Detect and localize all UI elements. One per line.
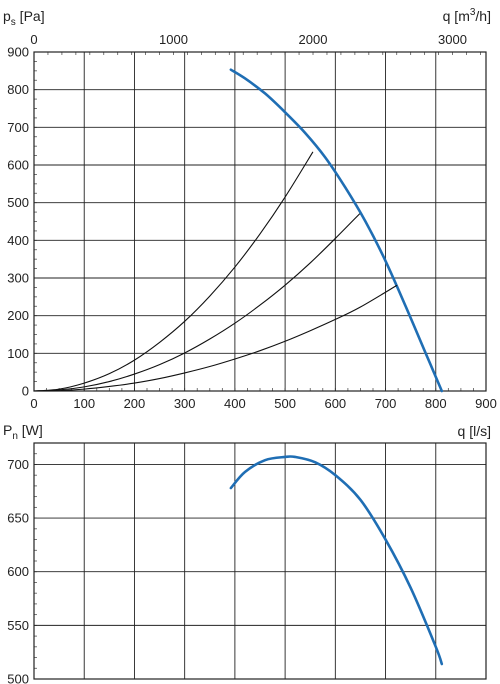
- x2-axis-label-main: q [m: [443, 8, 470, 24]
- fan-curve-line: [229, 68, 444, 393]
- x2-tick-label: 3000: [438, 32, 467, 47]
- plot-frame: [33, 442, 487, 680]
- y-tick-label: 900: [7, 45, 29, 60]
- y-tick-label: 500: [7, 195, 29, 210]
- x-tick-label: 500: [274, 396, 296, 411]
- x-tick-label: 800: [425, 396, 447, 411]
- y-tick-label: 100: [7, 346, 29, 361]
- power-chart: 500 550 600 650 700 Pn [W]: [3, 422, 487, 684]
- y-axis-label-sub: n: [12, 431, 18, 442]
- y-axis-label-sub: s: [11, 17, 16, 28]
- y-axis-label-rest: [W]: [18, 422, 43, 438]
- x2-tick-label: 0: [30, 32, 37, 47]
- y-tick-label: 700: [7, 457, 29, 472]
- y-axis-label: Pn [W]: [3, 422, 43, 442]
- y-tick-label: 500: [7, 672, 29, 684]
- x-tick-label: 700: [375, 396, 397, 411]
- power-curve-line: [229, 455, 444, 666]
- y-tick-label: 800: [7, 82, 29, 97]
- x-tick-label: 300: [174, 396, 196, 411]
- x-tick-label: 200: [124, 396, 146, 411]
- x-tick-label: 600: [324, 396, 346, 411]
- y-tick-label: 400: [7, 233, 29, 248]
- y-axis-label-main: P: [3, 422, 12, 438]
- x-tick-label: 0: [30, 396, 37, 411]
- plot-frame: [33, 51, 487, 392]
- x-tick-label: 900: [475, 396, 497, 411]
- x2-axis-label: q [m3/h]: [443, 7, 491, 24]
- x2-axis-label-sup: 3: [470, 7, 476, 18]
- y-tick-label: 600: [7, 564, 29, 579]
- y-tick-label: 600: [7, 158, 29, 173]
- pressure-chart: 0 100 200 300 400 500 600 700 800 900010020030040…: [3, 7, 497, 439]
- x2-tick-label: 2000: [299, 32, 328, 47]
- y-axis-label-rest: [Pa]: [16, 8, 45, 24]
- x2-axis-label-rest: /h]: [475, 8, 491, 24]
- y-axis-label-main: p: [3, 8, 11, 24]
- y-tick-label: 550: [7, 618, 29, 633]
- y-tick-label: 0: [22, 384, 29, 399]
- y-tick-label: 650: [7, 511, 29, 526]
- y-axis-label: ps [Pa]: [3, 8, 45, 28]
- system-curve-line: [33, 284, 398, 392]
- y-tick-label: 700: [7, 120, 29, 135]
- y-tick-label: 200: [7, 308, 29, 323]
- x-tick-label: 100: [73, 396, 95, 411]
- x2-tick-label: 1000: [159, 32, 188, 47]
- y-tick-label: 300: [7, 271, 29, 286]
- system-curve-line: [33, 213, 360, 392]
- x-axis-label: q [l/s]: [458, 423, 491, 439]
- system-curve-line: [33, 151, 314, 392]
- x-tick-label: 400: [224, 396, 246, 411]
